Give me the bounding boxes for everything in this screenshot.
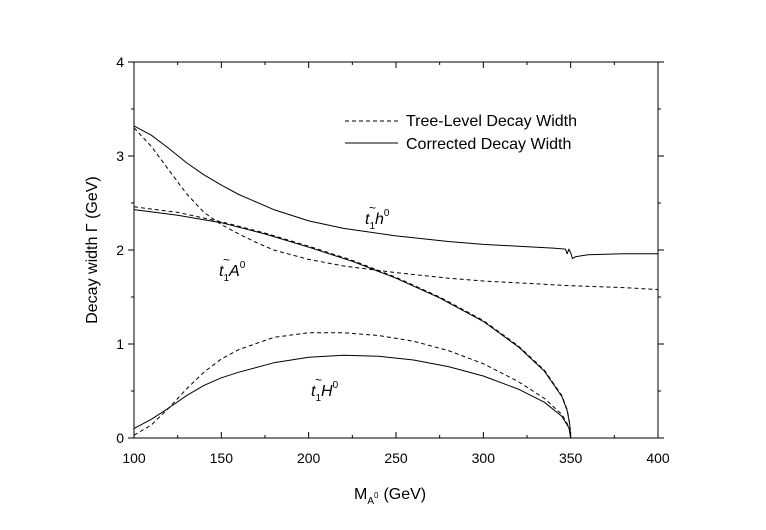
- tree-level-curve-2: [133, 206, 572, 439]
- x-tick-label: 150: [210, 450, 234, 466]
- label-h0-particle: h: [375, 211, 384, 228]
- x-tick-label: 200: [297, 450, 321, 466]
- y-tick-label: 2: [116, 242, 124, 258]
- label-H0-tilde: ~: [315, 373, 322, 387]
- x-axis-title-sub: A: [367, 496, 374, 507]
- y-tick-label: 4: [116, 54, 124, 70]
- y-tick-label: 1: [116, 336, 124, 352]
- y-tick-label: 0: [116, 430, 124, 446]
- x-axis-title-sup: 0: [374, 491, 379, 500]
- x-tick-label: 300: [472, 450, 496, 466]
- x-tick-label: 350: [559, 450, 583, 466]
- curve-label-A0: t1A0 ~: [219, 253, 246, 284]
- label-h0-tilde: ~: [369, 201, 376, 215]
- label-A0-particle: A: [228, 263, 240, 280]
- label-H0-base: t: [311, 383, 316, 400]
- x-tick-label: 400: [646, 450, 670, 466]
- series-group: [133, 125, 659, 439]
- legend-tree-level-label: Tree-Level Decay Width: [406, 113, 577, 130]
- x-axis-title: MA0 (GeV): [354, 486, 426, 507]
- label-h0-sup: 0: [384, 208, 390, 219]
- x-axis-title-unit: (GeV): [383, 486, 426, 503]
- label-h0-sub: 1: [369, 221, 375, 232]
- corrected-curve-3: [133, 209, 572, 439]
- legend: Tree-Level Decay Width Corrected Decay W…: [345, 113, 577, 153]
- curve-label-h0: t1h0 ~: [365, 201, 390, 232]
- y-axis-title: Decay width Γ (GeV): [84, 176, 101, 324]
- x-tick-label: 100: [122, 450, 146, 466]
- svg-text:t1H0: t1H0: [311, 380, 339, 404]
- label-A0-base: t: [219, 263, 224, 280]
- x-tick-label: 250: [384, 450, 408, 466]
- label-H0-sup: 0: [333, 380, 339, 391]
- label-A0-sub: 1: [223, 273, 229, 284]
- tree-level-curve-4: [133, 332, 572, 439]
- corrected-curve-5: [133, 354, 572, 439]
- svg-text:t1h0: t1h0: [365, 208, 390, 232]
- curve-label-H0: t1H0 ~: [311, 373, 339, 404]
- x-axis-title-main: M: [354, 486, 367, 503]
- legend-corrected-label: Corrected Decay Width: [406, 136, 571, 153]
- label-H0-sub: 1: [315, 393, 321, 404]
- axis-ticks: [128, 61, 664, 439]
- x-tick-labels: 100 150 200 250 300 350 400: [122, 450, 670, 466]
- y-tick-labels: 0 1 2 3 4: [116, 54, 124, 446]
- corrected-curve-1: [133, 125, 658, 259]
- tree-level-curve-0: [133, 127, 659, 290]
- label-H0-particle: H: [321, 383, 333, 400]
- y-tick-label: 3: [116, 148, 124, 164]
- svg-text:t1A0: t1A0: [219, 260, 246, 284]
- label-h0-base: t: [365, 211, 370, 228]
- label-A0-tilde: ~: [223, 253, 230, 267]
- label-A0-sup: 0: [240, 260, 246, 271]
